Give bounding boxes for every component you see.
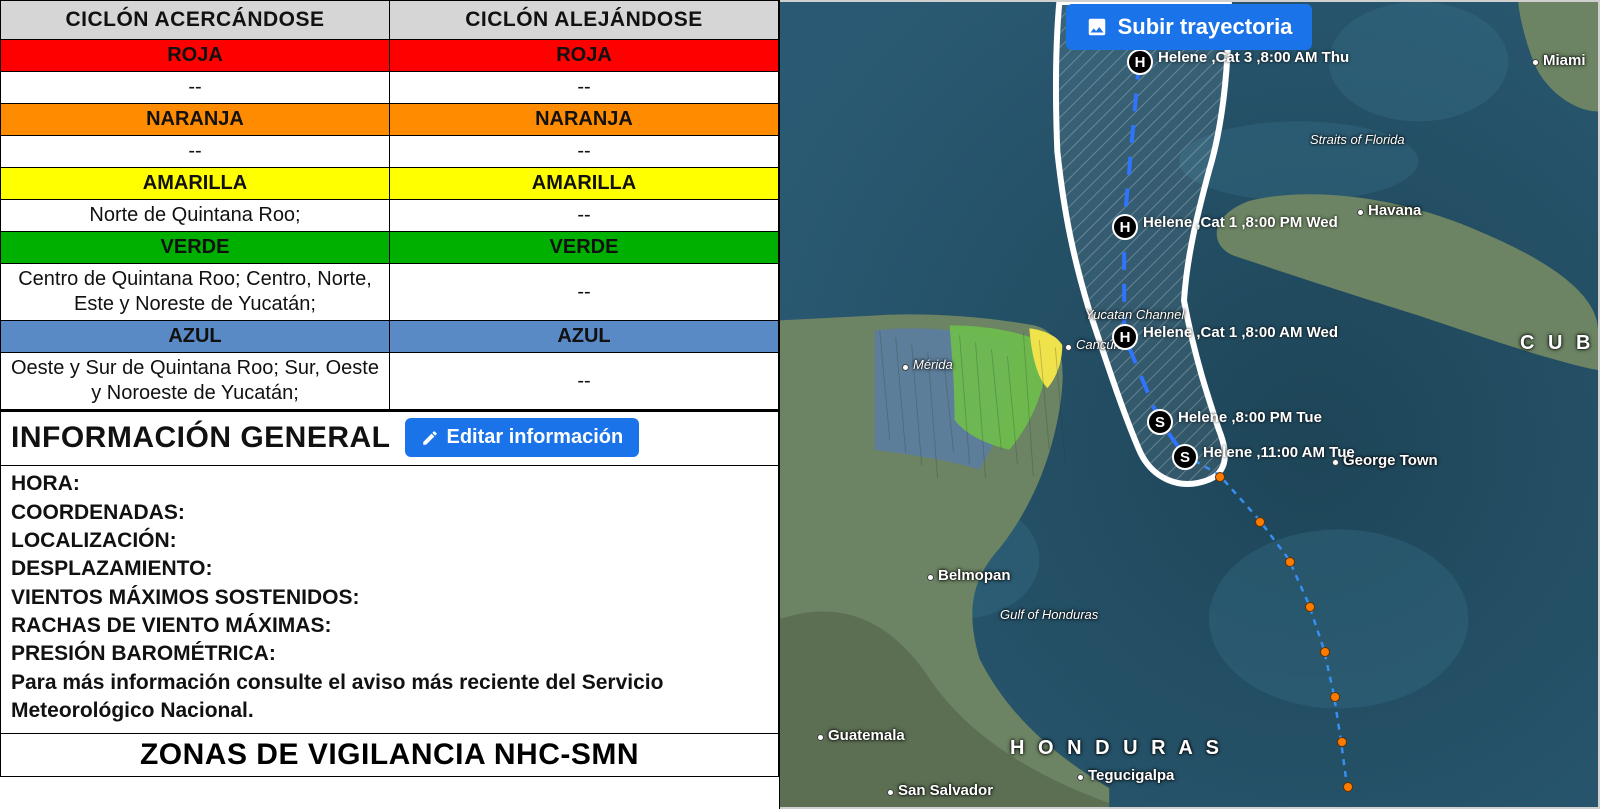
zonas-title: ZONAS DE VIGILANCIA NHC-SMN <box>0 734 779 777</box>
info-title: INFORMACIÓN GENERAL <box>11 421 391 455</box>
alert-level-cell: ROJA <box>1 40 390 72</box>
city-dot <box>1077 774 1084 781</box>
alert-table: CICLÓN ACERCÁNDOSE CICLÓN ALEJÁNDOSE ROJ… <box>0 0 779 410</box>
city-dot <box>902 364 909 371</box>
alert-value-cell: -- <box>1 136 390 168</box>
map-region-label: Yucatan Channel <box>1085 307 1184 322</box>
info-field: HORA: <box>11 470 768 498</box>
pencil-icon <box>421 429 439 447</box>
storm-label: Helene ,Cat 3 ,8:00 AM Thu <box>1158 50 1349 67</box>
upload-trajectory-button[interactable]: Subir trayectoria <box>1066 4 1313 50</box>
info-field: RACHAS DE VIENTO MÁXIMAS: <box>11 612 768 640</box>
city-dot <box>927 574 934 581</box>
city-dot <box>1065 344 1072 351</box>
city-label: Havana <box>1368 202 1421 219</box>
storm-label: Helene ,11:00 AM Tue <box>1203 445 1355 462</box>
image-icon <box>1086 16 1108 38</box>
info-note: Para más información consulte el aviso m… <box>11 669 768 726</box>
map-panel[interactable]: Subir trayectoria MiamiHavanaMéridaCancú… <box>780 0 1600 809</box>
alert-level-cell: NARANJA <box>1 104 390 136</box>
alert-header-receding: CICLÓN ALEJÁNDOSE <box>390 1 779 40</box>
past-position-dot <box>1330 692 1340 702</box>
city-label: Miami <box>1543 52 1586 69</box>
alert-value-cell: -- <box>390 72 779 104</box>
past-position-dot <box>1255 517 1265 527</box>
alert-value-cell: Norte de Quintana Roo; <box>1 200 390 232</box>
city-label: George Town <box>1343 452 1438 469</box>
alert-level-cell: AMARILLA <box>390 168 779 200</box>
left-panel: CICLÓN ACERCÁNDOSE CICLÓN ALEJÁNDOSE ROJ… <box>0 0 780 809</box>
info-body: HORA:COORDENADAS:LOCALIZACIÓN:DESPLAZAMI… <box>0 466 779 734</box>
alert-header-approaching: CICLÓN ACERCÁNDOSE <box>1 1 390 40</box>
past-position-dot <box>1285 557 1295 567</box>
alert-value-cell: -- <box>390 353 779 410</box>
alert-level-cell: ROJA <box>390 40 779 72</box>
past-position-dot <box>1215 472 1225 482</box>
alert-level-cell: AZUL <box>1 321 390 353</box>
city-dot <box>817 734 824 741</box>
city-dot <box>887 789 894 796</box>
past-position-dot <box>1337 737 1347 747</box>
map-region-label: H O N D U R A S <box>1010 737 1223 760</box>
storm-label: Helene ,8:00 PM Tue <box>1178 410 1322 427</box>
alert-value-cell: -- <box>390 200 779 232</box>
map-region-label: Straits of Florida <box>1310 132 1405 147</box>
alert-level-cell: VERDE <box>390 232 779 264</box>
edit-info-label: Editar información <box>447 426 624 449</box>
upload-trajectory-label: Subir trayectoria <box>1118 14 1293 40</box>
info-field: DESPLAZAMIENTO: <box>11 555 768 583</box>
alert-value-cell: Centro de Quintana Roo; Centro, Norte, E… <box>1 264 390 321</box>
city-label: Tegucigalpa <box>1088 767 1174 784</box>
city-label: Mérida <box>913 357 953 372</box>
city-dot <box>1357 209 1364 216</box>
city-label: Guatemala <box>828 727 905 744</box>
storm-marker: S <box>1147 409 1173 435</box>
storm-marker: H <box>1127 49 1153 75</box>
alert-value-cell: Oeste y Sur de Quintana Roo; Sur, Oeste … <box>1 353 390 410</box>
storm-marker: S <box>1172 444 1198 470</box>
alert-level-cell: AZUL <box>390 321 779 353</box>
storm-marker: H <box>1112 324 1138 350</box>
alert-level-cell: VERDE <box>1 232 390 264</box>
info-field: PRESIÓN BAROMÉTRICA: <box>11 640 768 668</box>
alert-value-cell: -- <box>390 264 779 321</box>
alert-value-cell: -- <box>1 72 390 104</box>
storm-marker: H <box>1112 214 1138 240</box>
trajectory-map <box>780 2 1598 807</box>
info-section-header: INFORMACIÓN GENERAL Editar información <box>0 410 779 466</box>
info-field: VIENTOS MÁXIMOS SOSTENIDOS: <box>11 584 768 612</box>
city-label: Belmopan <box>938 567 1011 584</box>
edit-info-button[interactable]: Editar información <box>405 418 640 457</box>
info-field: COORDENADAS: <box>11 499 768 527</box>
past-position-dot <box>1343 782 1353 792</box>
storm-label: Helene ,Cat 1 ,8:00 PM Wed <box>1143 215 1338 232</box>
alert-level-cell: AMARILLA <box>1 168 390 200</box>
map-region-label: Gulf of Honduras <box>1000 607 1098 622</box>
info-field: LOCALIZACIÓN: <box>11 527 768 555</box>
storm-label: Helene ,Cat 1 ,8:00 AM Wed <box>1143 325 1338 342</box>
map-region-label: C U B A <box>1520 332 1600 355</box>
city-dot <box>1532 59 1539 66</box>
past-position-dot <box>1320 647 1330 657</box>
past-position-dot <box>1305 602 1315 612</box>
alert-value-cell: -- <box>390 136 779 168</box>
city-label: San Salvador <box>898 782 993 799</box>
alert-level-cell: NARANJA <box>390 104 779 136</box>
